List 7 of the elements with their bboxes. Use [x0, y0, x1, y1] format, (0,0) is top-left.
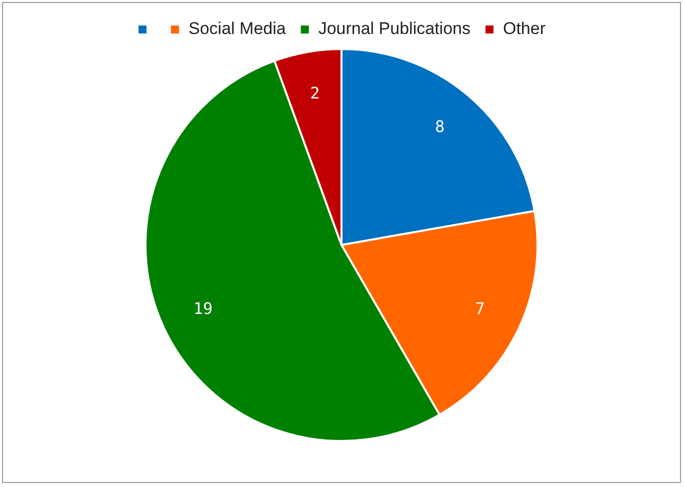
data-label: 8 [434, 117, 445, 136]
legend-label: Social Media [188, 19, 286, 38]
data-label: 19 [193, 298, 213, 318]
data-label: 7 [475, 298, 485, 318]
legend-label: Journal Publications [318, 19, 470, 38]
data-label: 2 [310, 84, 320, 103]
legend-label: Other [502, 19, 546, 38]
